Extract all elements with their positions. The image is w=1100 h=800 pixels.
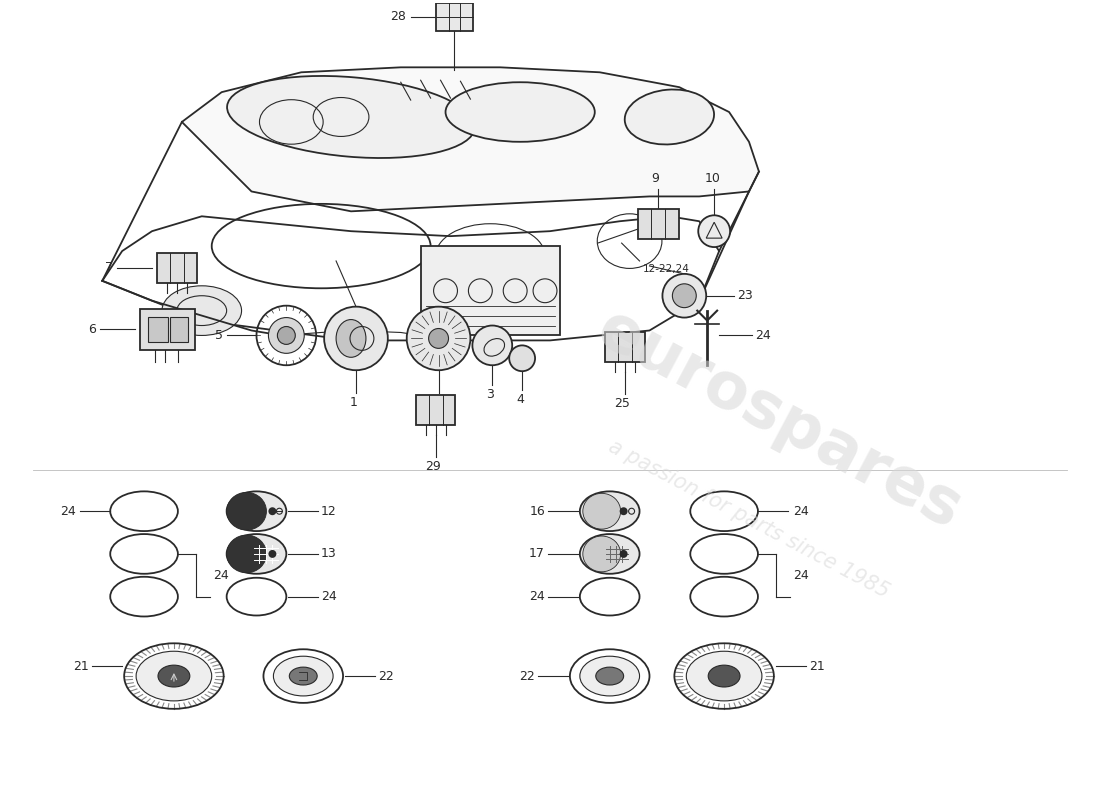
Text: 24: 24 <box>59 505 76 518</box>
Ellipse shape <box>580 534 639 574</box>
Bar <box>436 2 473 30</box>
Bar <box>638 210 680 239</box>
Ellipse shape <box>227 534 286 574</box>
Ellipse shape <box>136 651 211 701</box>
Ellipse shape <box>698 215 730 247</box>
Circle shape <box>619 550 628 558</box>
Text: 2: 2 <box>432 396 440 409</box>
Ellipse shape <box>227 491 286 531</box>
Bar <box>605 333 645 362</box>
Bar <box>157 253 197 283</box>
Text: 4: 4 <box>516 393 524 406</box>
Text: 7: 7 <box>106 262 113 274</box>
Text: 1: 1 <box>350 396 358 409</box>
Ellipse shape <box>162 286 242 335</box>
Text: 24: 24 <box>212 569 229 582</box>
Ellipse shape <box>580 656 639 696</box>
Circle shape <box>268 318 305 354</box>
Ellipse shape <box>596 667 624 685</box>
Circle shape <box>277 326 295 344</box>
Text: 24: 24 <box>793 569 808 582</box>
Bar <box>140 309 195 350</box>
Text: 25: 25 <box>614 397 629 410</box>
Bar <box>148 317 168 342</box>
Bar <box>169 317 188 342</box>
Bar <box>420 246 560 335</box>
Text: 28: 28 <box>389 10 406 23</box>
Text: a passion for parts since 1985: a passion for parts since 1985 <box>605 436 893 602</box>
Text: 6: 6 <box>88 323 97 336</box>
Text: 12: 12 <box>321 505 337 518</box>
Text: 24: 24 <box>755 329 771 342</box>
Circle shape <box>429 329 449 348</box>
Text: 5: 5 <box>214 329 222 342</box>
Circle shape <box>662 274 706 318</box>
Text: 16: 16 <box>529 505 544 518</box>
Circle shape <box>407 306 471 370</box>
Ellipse shape <box>625 90 714 145</box>
Text: 12-22,24: 12-22,24 <box>642 264 690 274</box>
Text: eurospares: eurospares <box>586 298 971 542</box>
Text: 21: 21 <box>74 660 89 673</box>
Text: 24: 24 <box>529 590 544 603</box>
Text: 3: 3 <box>486 388 494 401</box>
Ellipse shape <box>227 76 475 158</box>
Text: 21: 21 <box>808 660 824 673</box>
Ellipse shape <box>583 494 620 529</box>
Ellipse shape <box>227 492 266 530</box>
Text: 23: 23 <box>737 290 752 302</box>
Ellipse shape <box>227 535 266 573</box>
Text: 22: 22 <box>519 670 535 682</box>
Text: 29: 29 <box>425 459 440 473</box>
Bar <box>416 395 455 425</box>
Ellipse shape <box>446 82 595 142</box>
Text: 10: 10 <box>704 173 720 186</box>
Circle shape <box>619 507 628 515</box>
Text: 24: 24 <box>321 590 337 603</box>
Circle shape <box>268 507 276 515</box>
Ellipse shape <box>158 665 190 687</box>
Text: 13: 13 <box>321 547 337 561</box>
Circle shape <box>672 284 696 308</box>
Text: 17: 17 <box>529 547 544 561</box>
Circle shape <box>268 550 276 558</box>
Ellipse shape <box>686 651 762 701</box>
Ellipse shape <box>274 656 333 696</box>
Polygon shape <box>182 67 759 211</box>
Circle shape <box>509 346 535 371</box>
Ellipse shape <box>337 319 366 358</box>
Ellipse shape <box>580 491 639 531</box>
Text: 24: 24 <box>793 505 808 518</box>
Ellipse shape <box>289 667 317 685</box>
Text: 22: 22 <box>378 670 394 682</box>
Circle shape <box>324 306 388 370</box>
Circle shape <box>472 326 513 366</box>
Text: 9: 9 <box>651 173 659 186</box>
Ellipse shape <box>708 665 740 687</box>
Ellipse shape <box>583 536 620 572</box>
